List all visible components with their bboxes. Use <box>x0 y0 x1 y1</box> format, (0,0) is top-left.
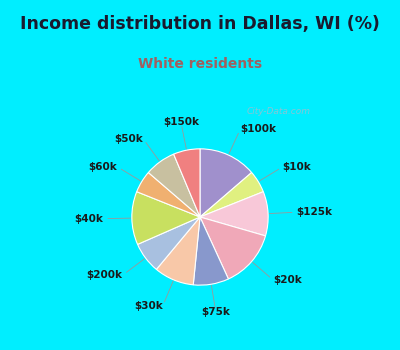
Text: $50k: $50k <box>114 134 143 144</box>
Text: $200k: $200k <box>87 270 123 280</box>
Text: City-Data.com: City-Data.com <box>246 107 310 116</box>
Wedge shape <box>132 192 200 244</box>
Text: White residents: White residents <box>138 57 262 71</box>
Wedge shape <box>200 149 252 217</box>
Wedge shape <box>200 192 268 236</box>
Text: $75k: $75k <box>202 307 230 317</box>
Text: $60k: $60k <box>88 162 117 172</box>
Text: $20k: $20k <box>273 275 302 285</box>
Text: $30k: $30k <box>134 301 162 311</box>
Wedge shape <box>193 217 228 285</box>
Wedge shape <box>137 173 200 217</box>
Wedge shape <box>200 217 266 279</box>
Text: Income distribution in Dallas, WI (%): Income distribution in Dallas, WI (%) <box>20 15 380 33</box>
Text: $40k: $40k <box>74 214 103 224</box>
Wedge shape <box>138 217 200 270</box>
Wedge shape <box>156 217 200 285</box>
Text: $100k: $100k <box>240 124 276 134</box>
Wedge shape <box>200 173 263 217</box>
Text: $150k: $150k <box>163 117 199 127</box>
Wedge shape <box>148 154 200 217</box>
Text: $10k: $10k <box>283 162 312 172</box>
Text: $125k: $125k <box>297 207 333 217</box>
Wedge shape <box>174 149 200 217</box>
